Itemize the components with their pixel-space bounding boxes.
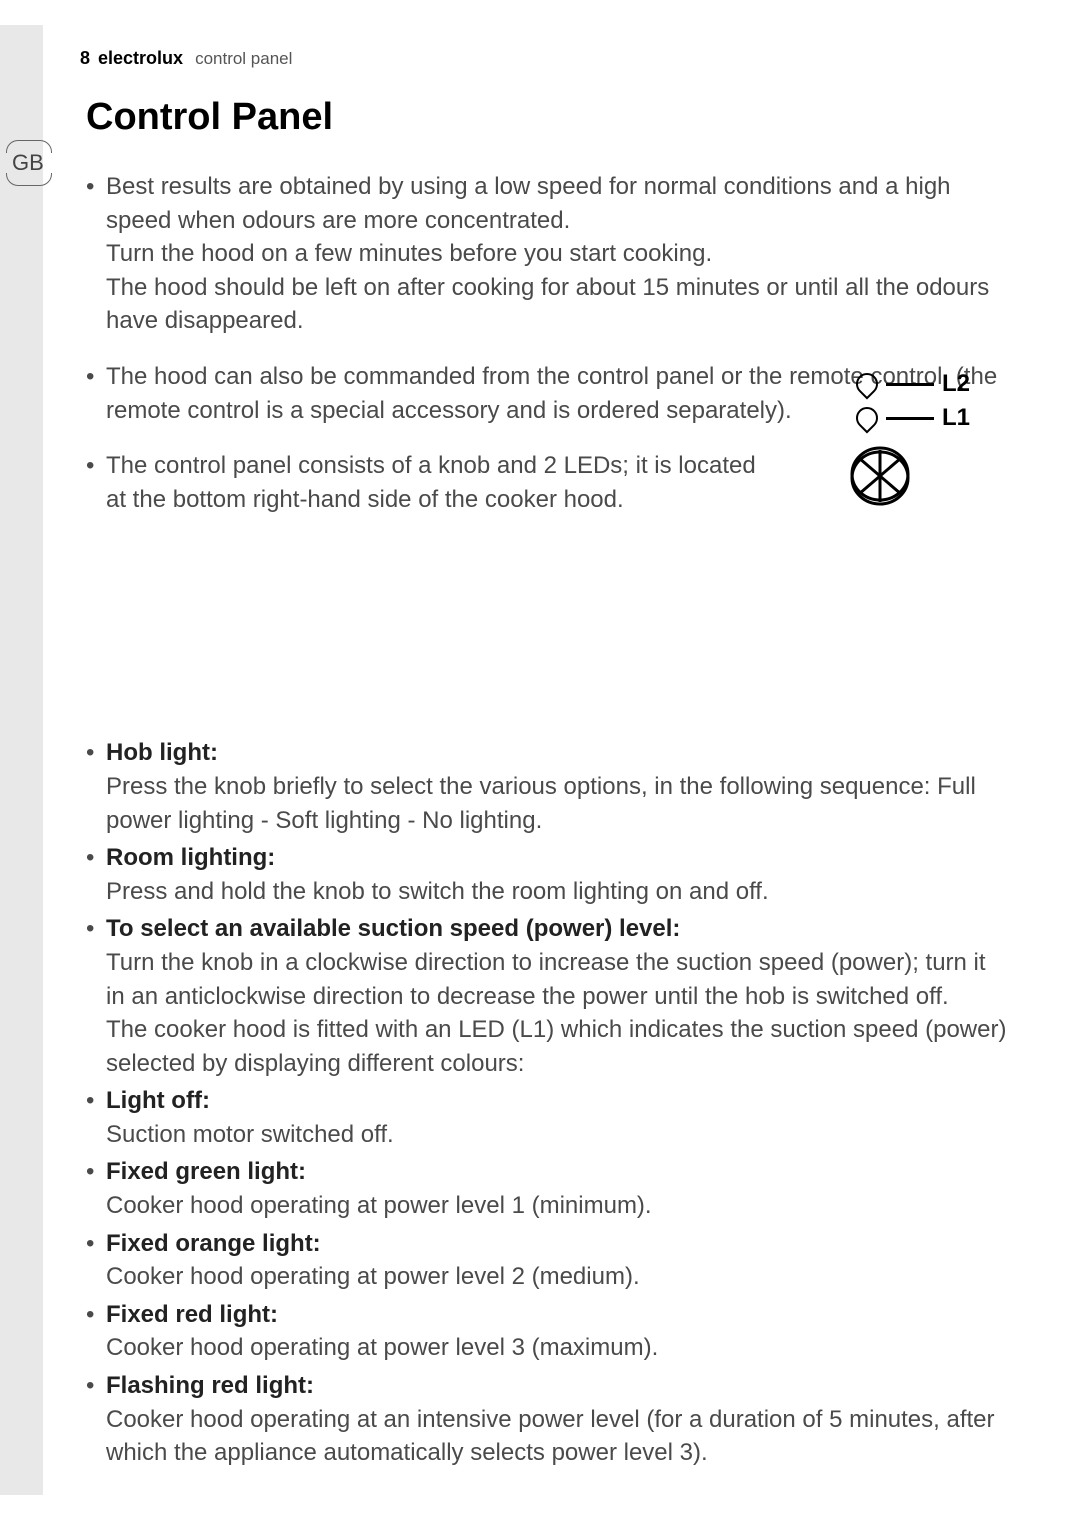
content-area: Best results are obtained by using a low… bbox=[86, 170, 1010, 1474]
feature-description: Press and hold the knob to switch the ro… bbox=[106, 875, 1010, 909]
feature-bullet: Light off: Suction motor switched off. bbox=[86, 1084, 1010, 1151]
feature-description: Cooker hood operating at power level 1 (… bbox=[106, 1189, 1010, 1223]
feature-bullet: Room lighting: Press and hold the knob t… bbox=[86, 841, 1010, 908]
feature-bullet: Flashing red light: Cooker hood operatin… bbox=[86, 1369, 1010, 1470]
feature-description: Suction motor switched off. bbox=[106, 1118, 1010, 1152]
page-number: 8 bbox=[80, 48, 90, 69]
feature-bullet: Fixed red light: Cooker hood operating a… bbox=[86, 1298, 1010, 1365]
feature-label: Room lighting: bbox=[106, 844, 275, 871]
page-title: Control Panel bbox=[86, 96, 333, 139]
feature-bullet: To select an available suction speed (po… bbox=[86, 912, 1010, 1080]
feature-label: Fixed red light: bbox=[106, 1301, 278, 1328]
led-l2-row: L2 bbox=[820, 370, 1010, 398]
feature-description: Cooker hood operating at power level 2 (… bbox=[106, 1260, 1010, 1294]
intro-bullet-1: Best results are obtained by using a low… bbox=[86, 170, 1010, 338]
feature-label: Fixed green light: bbox=[106, 1158, 306, 1185]
intro-text: The hood should be left on after cooking… bbox=[106, 271, 1010, 338]
intro-text: The control panel consists of a knob and… bbox=[106, 449, 780, 516]
led-l1-label: L1 bbox=[942, 404, 970, 432]
led-icon bbox=[851, 368, 882, 399]
side-gray-strip bbox=[0, 25, 43, 1495]
page-header: 8 electrolux control panel bbox=[80, 48, 292, 69]
feature-description: Turn the knob in a clockwise direction t… bbox=[106, 946, 1010, 1080]
knob-icon bbox=[845, 442, 1010, 517]
brand-name: electrolux bbox=[98, 48, 183, 69]
leader-line bbox=[886, 417, 934, 420]
header-section-label: control panel bbox=[195, 49, 292, 69]
intro-text: Best results are obtained by using a low… bbox=[106, 170, 1010, 237]
feature-bullet: Fixed green light: Cooker hood operating… bbox=[86, 1155, 1010, 1222]
feature-description: Cooker hood operating at power level 3 (… bbox=[106, 1331, 1010, 1365]
led-l2-label: L2 bbox=[942, 370, 970, 398]
led-l1-row: L1 bbox=[820, 404, 1010, 432]
feature-bullet: Fixed orange light: Cooker hood operatin… bbox=[86, 1227, 1010, 1294]
feature-label: Fixed orange light: bbox=[106, 1230, 321, 1257]
feature-list: Hob light: Press the knob briefly to sel… bbox=[86, 736, 1010, 1469]
language-badge: GB bbox=[12, 150, 44, 176]
feature-label: To select an available suction speed (po… bbox=[106, 915, 680, 942]
feature-bullet: Hob light: Press the knob briefly to sel… bbox=[86, 736, 1010, 837]
feature-description: Cooker hood operating at an intensive po… bbox=[106, 1403, 1010, 1470]
feature-label: Hob light: bbox=[106, 739, 218, 766]
leader-line bbox=[886, 383, 934, 386]
feature-label: Light off: bbox=[106, 1087, 210, 1114]
feature-description: Press the knob briefly to select the var… bbox=[106, 770, 1010, 837]
led-icon bbox=[851, 402, 882, 433]
control-diagram: L2 L1 bbox=[820, 370, 1010, 517]
feature-label: Flashing red light: bbox=[106, 1372, 314, 1399]
intro-text: Turn the hood on a few minutes before yo… bbox=[106, 237, 1010, 271]
